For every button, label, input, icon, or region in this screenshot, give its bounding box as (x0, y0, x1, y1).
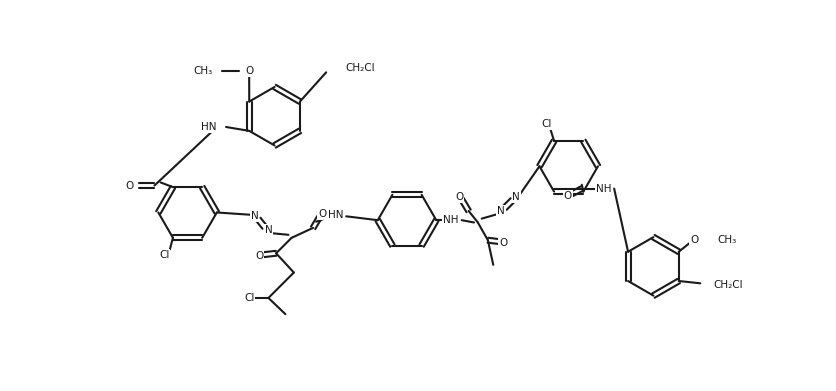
Text: O: O (498, 238, 507, 248)
Text: CH₂Cl: CH₂Cl (712, 280, 742, 290)
Text: N: N (512, 192, 520, 202)
Text: O: O (125, 181, 134, 190)
Text: O: O (563, 191, 571, 201)
Text: Cl: Cl (159, 250, 170, 260)
Text: NH: NH (442, 215, 458, 225)
Text: Cl: Cl (541, 119, 551, 129)
Text: CH₂Cl: CH₂Cl (345, 63, 375, 74)
Text: N: N (264, 225, 272, 235)
Text: CH₃: CH₃ (193, 66, 212, 76)
Text: O: O (318, 209, 326, 219)
Text: HN: HN (201, 122, 217, 132)
Text: N: N (497, 206, 504, 216)
Text: Cl: Cl (243, 293, 254, 303)
Text: NH: NH (595, 184, 610, 194)
Text: CH₃: CH₃ (716, 235, 736, 245)
Text: O: O (245, 66, 253, 76)
Text: O: O (255, 251, 263, 261)
Text: O: O (455, 192, 463, 202)
Text: N: N (251, 211, 258, 221)
Text: O: O (689, 235, 697, 245)
Text: HN: HN (327, 210, 343, 220)
